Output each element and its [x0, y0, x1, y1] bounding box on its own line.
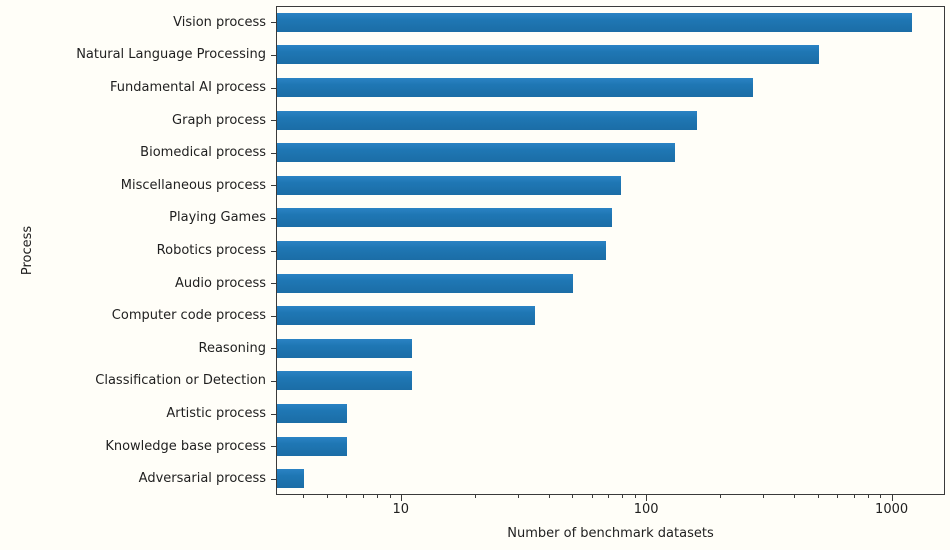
- y-tick-mark: [271, 315, 276, 317]
- y-tick-mark: [271, 87, 276, 89]
- y-tick-mark: [271, 185, 276, 187]
- bar: [277, 110, 698, 130]
- x-tick-mark-minor: [326, 495, 328, 498]
- y-tick-mark: [271, 380, 276, 382]
- y-tick-mark: [271, 250, 276, 252]
- y-tick-label: Fundamental AI process: [110, 79, 266, 95]
- x-tick-label: 100: [633, 502, 659, 517]
- x-tick-label: 1000: [875, 502, 909, 517]
- bar: [277, 306, 536, 326]
- x-tick-mark-minor: [853, 495, 855, 498]
- bar: [277, 45, 819, 65]
- y-tick-label: Natural Language Processing: [76, 47, 266, 63]
- x-tick-mark-minor: [377, 495, 378, 498]
- bar: [277, 175, 621, 195]
- x-tick-mark-minor: [591, 495, 593, 498]
- plot-area: [276, 6, 945, 495]
- bar: [277, 404, 348, 423]
- y-tick-label: Vision process: [173, 14, 266, 30]
- bar: [277, 469, 305, 489]
- bar: [277, 241, 607, 260]
- bar: [277, 338, 412, 358]
- bar: [277, 78, 754, 97]
- x-tick-mark-minor: [867, 495, 869, 498]
- y-tick-label: Reasoning: [198, 340, 266, 356]
- x-tick-mark-major: [646, 495, 648, 501]
- y-tick-mark: [271, 348, 276, 350]
- x-tick-mark-major: [891, 495, 893, 501]
- x-tick-mark-minor: [817, 495, 819, 498]
- x-tick-mark-major: [400, 495, 402, 501]
- x-tick-mark-minor: [720, 495, 722, 498]
- x-tick-mark-minor: [837, 495, 839, 498]
- y-tick-label: Biomedical process: [140, 145, 266, 161]
- y-tick-mark: [271, 478, 276, 480]
- y-tick-label: Adversarial process: [138, 471, 266, 487]
- y-tick-mark: [271, 120, 276, 122]
- y-tick-label: Computer code process: [111, 308, 266, 324]
- y-tick-label: Playing Games: [169, 210, 266, 226]
- x-tick-mark-minor: [572, 495, 574, 498]
- bar: [277, 12, 913, 32]
- x-tick-mark-minor: [517, 495, 519, 498]
- bar: [277, 436, 348, 456]
- x-tick-label: 10: [392, 502, 410, 517]
- y-tick-label: Knowledge base process: [105, 438, 266, 454]
- y-tick-mark: [271, 54, 276, 56]
- y-tick-mark: [271, 22, 276, 24]
- x-tick-mark-minor: [346, 495, 348, 498]
- y-tick-label: Classification or Detection: [95, 373, 266, 389]
- x-tick-mark-minor: [389, 495, 391, 498]
- x-tick-mark-minor: [474, 495, 476, 498]
- x-tick-mark-minor: [880, 495, 882, 498]
- y-tick-mark: [271, 446, 276, 448]
- x-axis-label: Number of benchmark datasets: [507, 526, 714, 541]
- bar: [277, 208, 613, 228]
- x-tick-mark-minor: [794, 495, 795, 498]
- bar: [277, 143, 676, 163]
- y-tick-mark: [271, 283, 276, 285]
- y-tick-label: Audio process: [174, 275, 266, 291]
- y-tick-label: Artistic process: [166, 405, 266, 421]
- x-tick-mark-minor: [763, 495, 765, 498]
- y-tick-mark: [271, 413, 276, 415]
- bar: [277, 371, 412, 391]
- x-tick-mark-minor: [608, 495, 610, 498]
- bar: [277, 273, 574, 293]
- y-tick-label: Miscellaneous process: [120, 177, 266, 193]
- y-tick-mark: [271, 217, 276, 219]
- y-tick-label: Graph process: [172, 112, 266, 128]
- x-tick-mark-minor: [548, 495, 550, 498]
- y-tick-mark: [271, 152, 276, 154]
- y-tick-label: Robotics process: [156, 242, 266, 258]
- x-tick-mark-minor: [622, 495, 624, 498]
- x-tick-mark-minor: [635, 495, 636, 498]
- x-tick-mark-minor: [303, 495, 305, 498]
- x-tick-mark-minor: [362, 495, 364, 498]
